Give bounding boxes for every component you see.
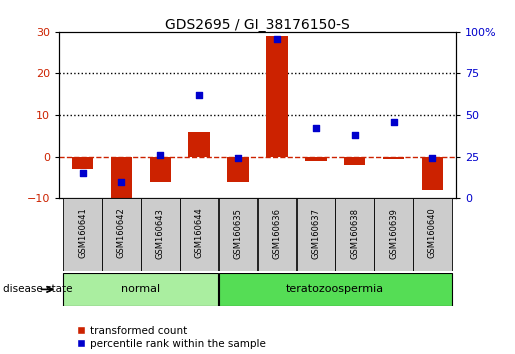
Point [195,92,203,98]
Bar [383,156,404,159]
Bar [305,156,327,161]
Point [78,171,87,176]
Text: GSM160642: GSM160642 [117,208,126,258]
Bar [335,198,374,271]
Text: GSM160643: GSM160643 [156,208,165,258]
Text: GSM160638: GSM160638 [350,207,359,258]
Bar [344,156,365,165]
Bar [219,273,452,306]
Text: GSM160639: GSM160639 [389,208,398,258]
Bar [227,156,249,182]
Bar [258,198,296,271]
Text: normal: normal [122,284,161,295]
Text: GSM160640: GSM160640 [428,208,437,258]
Bar [141,198,180,271]
Point [351,132,359,138]
Text: disease state: disease state [3,284,72,295]
Text: GSM160641: GSM160641 [78,208,87,258]
Text: teratozoospermia: teratozoospermia [286,284,384,295]
Bar [219,198,258,271]
Text: GDS2695 / GI_38176150-S: GDS2695 / GI_38176150-S [165,18,350,32]
Point [234,155,242,161]
Text: GSM160637: GSM160637 [311,207,320,258]
Point [117,179,126,184]
Bar [374,198,413,271]
Point [156,152,164,158]
Bar [413,198,452,271]
Bar [63,198,102,271]
Bar [297,198,335,271]
Bar [111,156,132,198]
Bar [422,156,443,190]
Point [273,36,281,41]
Point [312,126,320,131]
Text: GSM160635: GSM160635 [234,208,243,258]
Point [428,155,437,161]
Bar [63,273,218,306]
Text: GSM160636: GSM160636 [272,207,281,258]
Bar [266,36,288,156]
Bar [102,198,141,271]
Text: GSM160644: GSM160644 [195,208,204,258]
Bar [72,156,93,169]
Bar [150,156,171,182]
Point [389,119,398,125]
Bar [180,198,218,271]
Bar [188,132,210,156]
Legend: transformed count, percentile rank within the sample: transformed count, percentile rank withi… [77,326,266,349]
